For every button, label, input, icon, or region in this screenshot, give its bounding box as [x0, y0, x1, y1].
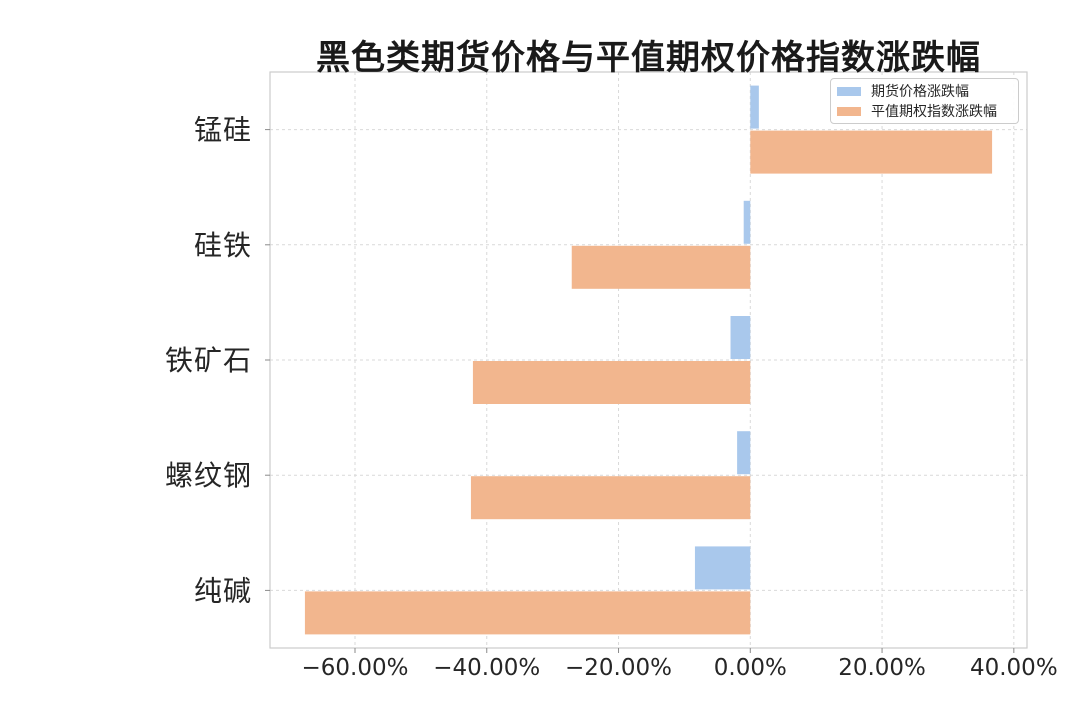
- y-tick-label-铁矿石: 铁矿石: [165, 344, 252, 377]
- bar-futures-锰硅: [750, 85, 759, 129]
- legend-label-futures: 期货价格涨跌幅: [871, 84, 969, 100]
- legend-item-option: 平值期权指数涨跌幅: [837, 101, 1012, 121]
- bar-futures-螺纹钢: [737, 431, 751, 475]
- legend-item-futures: 期货价格涨跌幅: [837, 81, 1012, 101]
- bar-futures-纯碱: [694, 546, 751, 590]
- y-tick-label-锰硅: 锰硅: [194, 114, 252, 147]
- x-tick-label: −40.00%: [433, 655, 540, 681]
- x-tick-label: 0.00%: [714, 655, 787, 681]
- bar-futures-铁矿石: [730, 316, 751, 359]
- y-tick-label-纯碱: 纯碱: [194, 574, 252, 607]
- legend-swatch-futures: [837, 86, 861, 96]
- bar-option-铁矿石: [472, 361, 751, 404]
- x-tick-label: 40.00%: [970, 655, 1058, 681]
- bar-option-硅铁: [571, 245, 751, 289]
- legend-swatch-option: [837, 106, 861, 116]
- bar-option-螺纹钢: [470, 476, 751, 520]
- chart-title: 黑色类期货价格与平值期权价格指数涨跌幅: [316, 38, 981, 78]
- legend: 期货价格涨跌幅 平值期权指数涨跌幅: [830, 78, 1019, 124]
- bar-option-纯碱: [304, 591, 751, 635]
- legend-label-option: 平值期权指数涨跌幅: [871, 104, 997, 120]
- bar-option-锰硅: [750, 130, 993, 174]
- x-tick-label: 20.00%: [838, 655, 926, 681]
- y-tick-label-螺纹钢: 螺纹钢: [165, 459, 252, 492]
- x-tick-label: −20.00%: [565, 655, 672, 681]
- bar-futures-硅铁: [743, 200, 751, 244]
- y-tick-label-硅铁: 硅铁: [194, 229, 252, 262]
- x-tick-label: −60.00%: [301, 655, 408, 681]
